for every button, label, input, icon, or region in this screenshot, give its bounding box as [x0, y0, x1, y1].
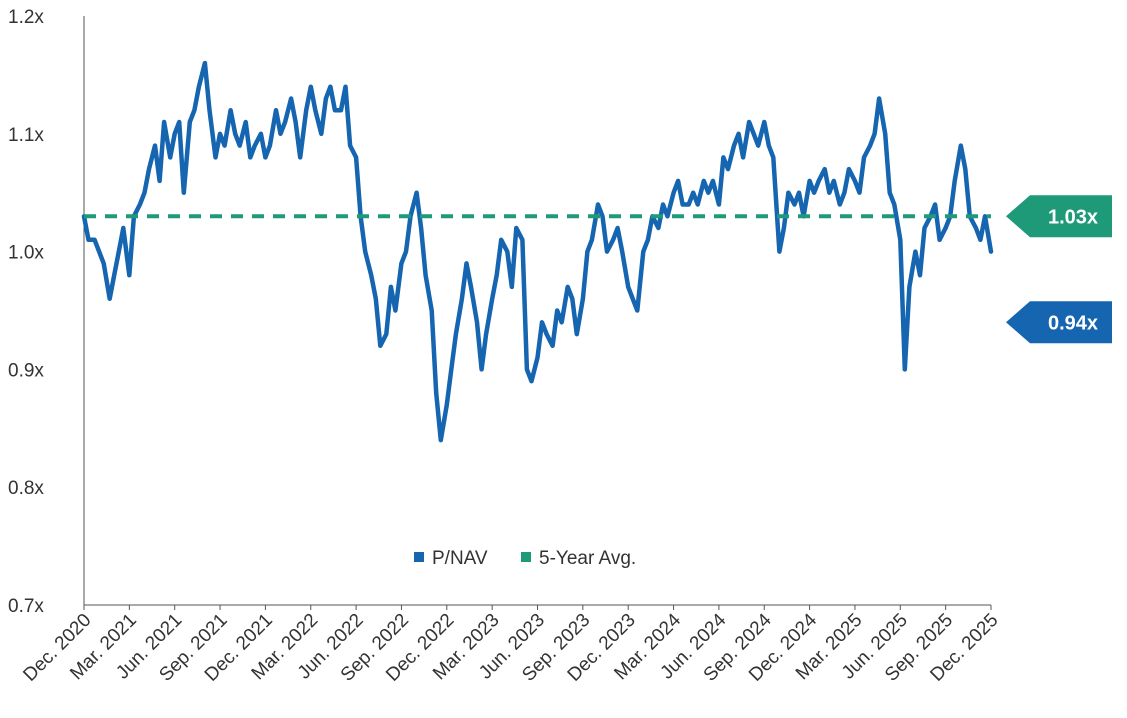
y-tick-label: 0.7x	[8, 596, 44, 617]
avg-value-label: 1.03x	[1048, 206, 1098, 228]
annotation-layer: 1.03x 0.94x	[1006, 195, 1112, 344]
legend-marker-avg	[521, 552, 531, 562]
y-tick-label: 0.9x	[8, 360, 44, 381]
legend-marker-pnav	[414, 552, 424, 562]
y-tick-label: 1.0x	[8, 243, 44, 264]
y-tick-label: 1.1x	[8, 125, 44, 146]
y-tick-label: 0.8x	[8, 478, 44, 499]
y-axis-ticks: 0.7x 0.8x 0.9x 1.0x 1.1x 1.2x	[8, 7, 44, 617]
current-value-badge	[1006, 301, 1112, 344]
legend: P/NAV 5-Year Avg.	[414, 548, 636, 569]
series-line-pnav	[81, 60, 994, 443]
series-layer	[81, 60, 994, 443]
y-tick-label: 1.2x	[8, 7, 44, 28]
current-value-label: 0.94x	[1048, 312, 1098, 334]
legend-label-avg: 5-Year Avg.	[539, 548, 636, 569]
legend-label-pnav: P/NAV	[432, 548, 488, 569]
avg-value-badge	[1006, 195, 1112, 238]
